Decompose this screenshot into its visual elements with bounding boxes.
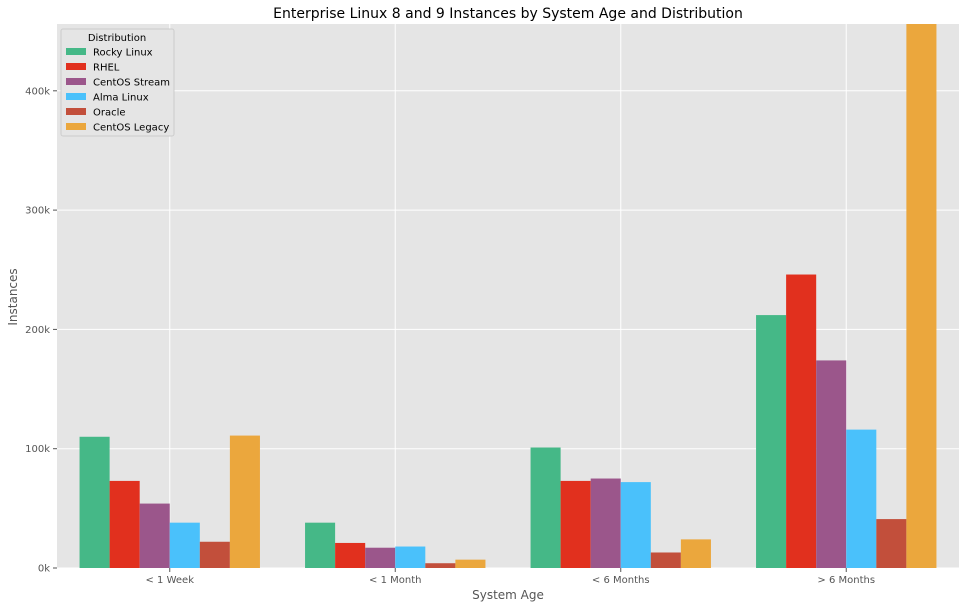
legend-swatch	[66, 93, 86, 100]
legend-title: Distribution	[88, 33, 146, 44]
y-tick-label: 0k	[38, 564, 50, 575]
x-tick-label: < 6 Months	[592, 575, 650, 586]
x-tick-label: < 1 Month	[369, 575, 421, 586]
bar	[816, 360, 847, 568]
bar	[620, 482, 651, 568]
bar	[199, 541, 230, 568]
bar	[530, 447, 561, 568]
bar	[425, 563, 456, 568]
chart-title: Enterprise Linux 8 and 9 Instances by Sy…	[273, 6, 743, 22]
bar	[756, 315, 787, 568]
bar	[560, 480, 591, 568]
bar	[395, 546, 426, 568]
bar	[365, 547, 396, 568]
bar	[79, 436, 110, 568]
y-tick-label: 200k	[25, 325, 50, 336]
y-axis-title: Instances	[6, 268, 20, 325]
legend-label: Alma Linux	[93, 93, 149, 104]
y-axis: 0k 100k 200k 300k 400k	[25, 86, 57, 575]
x-tick-label: > 6 Months	[817, 575, 875, 586]
bar	[906, 24, 937, 568]
x-axis-title: System Age	[472, 588, 544, 602]
bar	[169, 522, 200, 568]
legend-swatch	[66, 48, 86, 55]
bars	[79, 24, 937, 568]
bar	[680, 539, 711, 568]
legend-label: CentOS Legacy	[93, 123, 169, 134]
legend-swatch	[66, 123, 86, 130]
bar	[109, 480, 140, 568]
bar	[786, 274, 817, 568]
bar	[455, 559, 486, 568]
legend-label: Oracle	[93, 108, 126, 119]
bar	[305, 522, 336, 568]
legend: Distribution Rocky Linux RHEL CentOS Strea…	[60, 28, 175, 137]
bar	[139, 503, 170, 568]
legend-label: RHEL	[93, 63, 120, 74]
legend-swatch	[66, 78, 86, 85]
legend-swatch	[66, 108, 86, 115]
bar	[876, 519, 907, 568]
legend-label: CentOS Stream	[93, 78, 170, 89]
legend-swatch	[66, 63, 86, 70]
bar	[335, 542, 366, 568]
legend-items: Rocky Linux RHEL CentOS Stream Alma Linux Or…	[66, 48, 170, 134]
bar	[229, 435, 260, 568]
legend-label: Rocky Linux	[93, 48, 153, 59]
legend-frame	[60, 28, 175, 137]
y-tick-label: 400k	[25, 86, 50, 97]
bar	[590, 478, 621, 568]
y-tick-label: 300k	[25, 206, 50, 217]
x-axis: < 1 Week < 1 Month < 6 Months > 6 Months	[146, 568, 875, 586]
x-tick-label: < 1 Week	[146, 575, 195, 586]
y-tick-label: 100k	[25, 444, 50, 455]
bar	[846, 429, 877, 568]
bar	[650, 552, 681, 568]
